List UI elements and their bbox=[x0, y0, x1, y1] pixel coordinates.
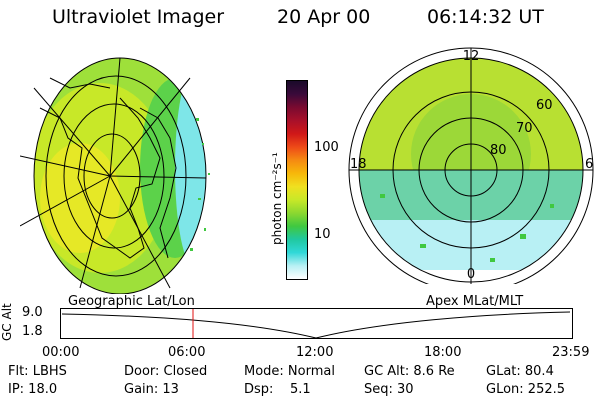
lat-label-80: 80 bbox=[490, 143, 507, 158]
info-mode: Mode: Normal bbox=[244, 364, 335, 379]
xtick-0000: 00:00 bbox=[42, 345, 80, 360]
info-seq: Seq: 30 bbox=[364, 382, 414, 397]
info-flt: Flt: LBHS bbox=[8, 364, 67, 379]
colorbar-tick-100: 100 bbox=[314, 140, 339, 155]
info-gain: Gain: 13 bbox=[124, 382, 179, 397]
xtick-1800: 18:00 bbox=[424, 345, 462, 360]
mlt-label-0: 0 bbox=[467, 267, 475, 282]
info-gc-alt: GC Alt: 8.6 Re bbox=[364, 364, 455, 379]
instrument-title: Ultraviolet Imager bbox=[52, 6, 225, 28]
apex-caption: Apex MLat/MLT bbox=[426, 294, 524, 309]
time-label: 06:14:32 UT bbox=[427, 6, 544, 28]
lat-label-70: 70 bbox=[516, 121, 533, 136]
lat-label-60: 60 bbox=[536, 98, 553, 113]
altitude-plot bbox=[60, 308, 573, 339]
altitude-ytick-low: 1.8 bbox=[22, 324, 43, 339]
geographic-caption: Geographic Lat/Lon bbox=[68, 294, 195, 309]
mlt-label-18: 18 bbox=[350, 157, 367, 172]
mlt-label-6: 6 bbox=[585, 157, 593, 172]
colorbar bbox=[286, 80, 308, 280]
info-ip: IP: 18.0 bbox=[8, 382, 58, 397]
geographic-map bbox=[20, 57, 210, 294]
xtick-2359: 23:59 bbox=[552, 345, 590, 360]
info-door: Door: Closed bbox=[124, 364, 208, 379]
colorbar-tick-10: 10 bbox=[314, 227, 331, 242]
polar-plot: 12 18 6 0 60 70 80 bbox=[348, 47, 594, 284]
mlt-label-12: 12 bbox=[463, 49, 480, 64]
xtick-0600: 06:00 bbox=[168, 345, 206, 360]
xtick-1200: 12:00 bbox=[296, 345, 334, 360]
info-glon: GLon: 252.5 bbox=[486, 382, 566, 397]
colorbar-unit-label: photon cm⁻²s⁻¹ bbox=[270, 152, 284, 245]
colorbar-gradient bbox=[287, 81, 307, 279]
altitude-ytick-high: 9.0 bbox=[22, 305, 43, 320]
altitude-ylabel: GC Alt bbox=[0, 303, 14, 341]
info-dsp: Dsp: 5.1 bbox=[244, 382, 311, 397]
info-glat: GLat: 80.4 bbox=[486, 364, 554, 379]
date-label: 20 Apr 00 bbox=[277, 6, 371, 28]
